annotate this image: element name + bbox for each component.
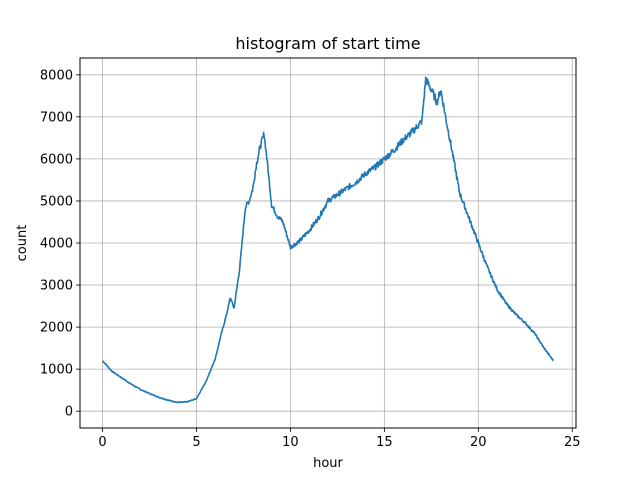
y-tick-label: 7000 (40, 110, 73, 125)
chart-title: histogram of start time (235, 34, 420, 53)
y-axis-label: count (15, 225, 30, 262)
x-tick-label: 10 (282, 435, 299, 450)
x-tick-label: 20 (470, 435, 487, 450)
y-tick-label: 5000 (40, 194, 73, 209)
y-tick-label: 8000 (40, 68, 73, 83)
y-tick-label: 1000 (40, 363, 73, 378)
y-tick-label: 6000 (40, 152, 73, 167)
plot-area (102, 76, 554, 404)
y-tick-label: 0 (65, 405, 73, 420)
x-axis-label: hour (313, 456, 343, 471)
x-tick-label: 5 (192, 435, 200, 450)
y-tick-label: 3000 (40, 279, 73, 294)
series-line (102, 76, 554, 404)
x-tick-label: 25 (564, 435, 581, 450)
x-tick-label: 0 (98, 435, 106, 450)
y-tick-label: 2000 (40, 321, 73, 336)
y-tick-label: 4000 (40, 237, 73, 252)
ticks: 0 5 10 15 20 25 0 1000 2000 3000 4000 5000 6000 7000 8… (40, 68, 581, 450)
x-tick-label: 15 (376, 435, 393, 450)
